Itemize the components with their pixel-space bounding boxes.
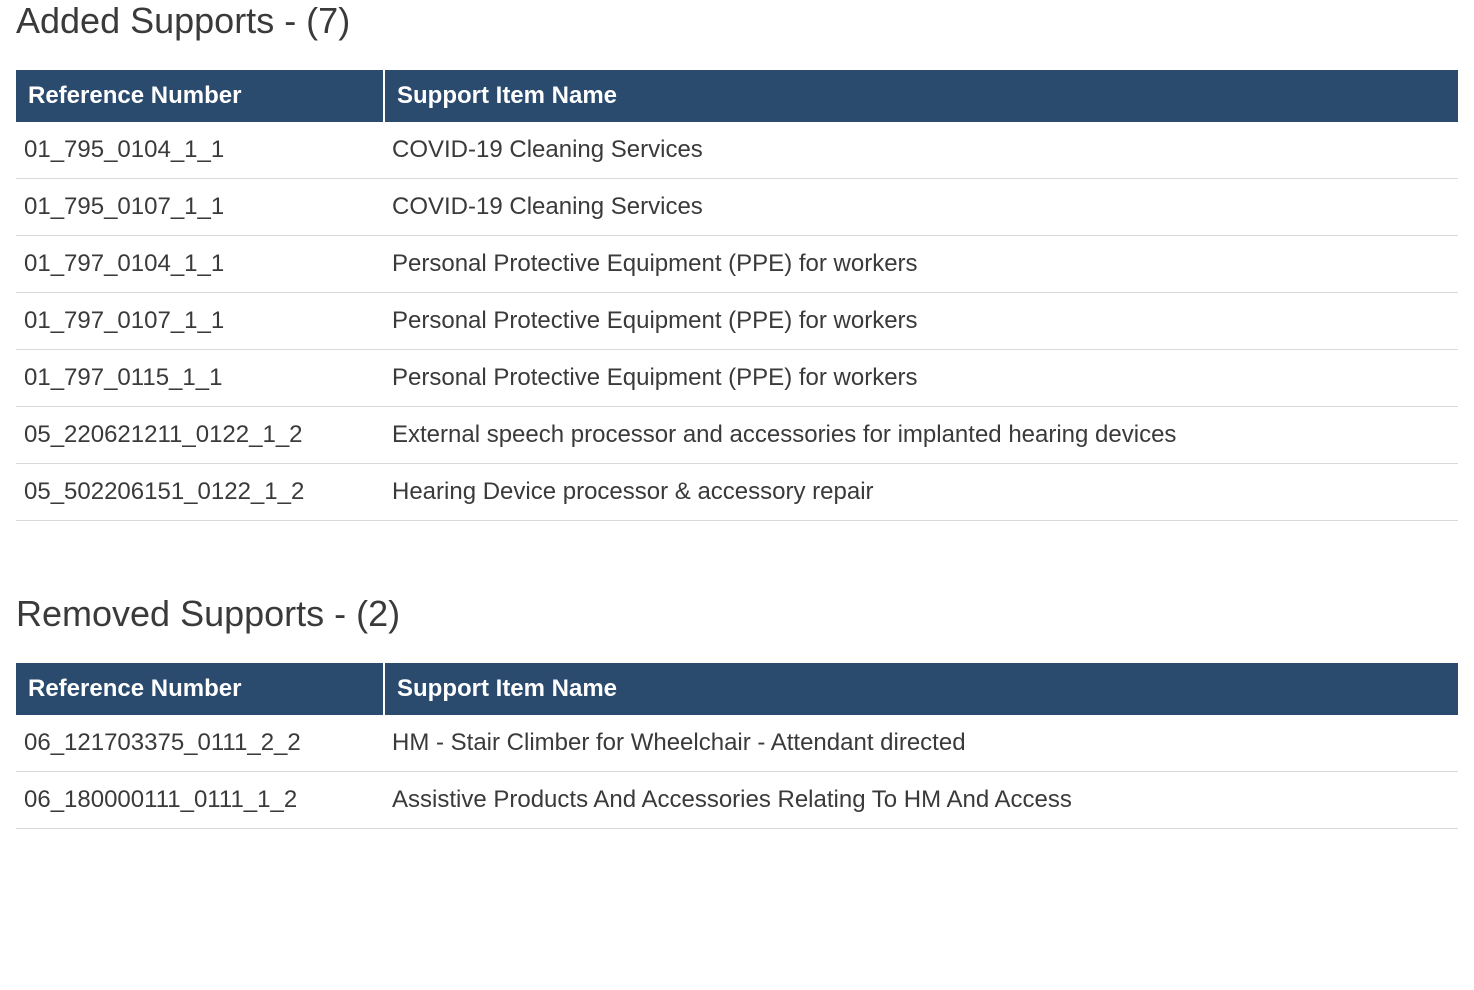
table-row: 01_795_0107_1_1 COVID-19 Cleaning Servic… — [16, 179, 1458, 236]
table-row: 06_180000111_0111_1_2 Assistive Products… — [16, 772, 1458, 829]
cell-support-item-name: COVID-19 Cleaning Services — [384, 179, 1458, 236]
cell-support-item-name: Hearing Device processor & accessory rep… — [384, 464, 1458, 521]
table-row: 06_121703375_0111_2_2 HM - Stair Climber… — [16, 715, 1458, 772]
removed-supports-heading: Removed Supports - (2) — [16, 593, 1458, 635]
added-supports-table: Reference Number Support Item Name 01_79… — [16, 70, 1458, 521]
added-col-reference-number: Reference Number — [16, 70, 384, 122]
cell-support-item-name: Personal Protective Equipment (PPE) for … — [384, 293, 1458, 350]
cell-reference-number: 01_795_0104_1_1 — [16, 122, 384, 179]
added-col-support-item-name: Support Item Name — [384, 70, 1458, 122]
cell-reference-number: 01_797_0104_1_1 — [16, 236, 384, 293]
cell-reference-number: 05_220621211_0122_1_2 — [16, 407, 384, 464]
cell-support-item-name: Personal Protective Equipment (PPE) for … — [384, 350, 1458, 407]
table-row: 01_797_0115_1_1 Personal Protective Equi… — [16, 350, 1458, 407]
table-row: 01_797_0107_1_1 Personal Protective Equi… — [16, 293, 1458, 350]
removed-supports-table: Reference Number Support Item Name 06_12… — [16, 663, 1458, 829]
table-row: 01_795_0104_1_1 COVID-19 Cleaning Servic… — [16, 122, 1458, 179]
cell-support-item-name: HM - Stair Climber for Wheelchair - Atte… — [384, 715, 1458, 772]
table-row: 01_797_0104_1_1 Personal Protective Equi… — [16, 236, 1458, 293]
table-row: 05_502206151_0122_1_2 Hearing Device pro… — [16, 464, 1458, 521]
cell-reference-number: 01_797_0115_1_1 — [16, 350, 384, 407]
cell-reference-number: 01_795_0107_1_1 — [16, 179, 384, 236]
cell-support-item-name: COVID-19 Cleaning Services — [384, 122, 1458, 179]
added-supports-heading: Added Supports - (7) — [16, 0, 1458, 42]
cell-reference-number: 01_797_0107_1_1 — [16, 293, 384, 350]
cell-reference-number: 06_121703375_0111_2_2 — [16, 715, 384, 772]
cell-reference-number: 05_502206151_0122_1_2 — [16, 464, 384, 521]
cell-reference-number: 06_180000111_0111_1_2 — [16, 772, 384, 829]
cell-support-item-name: External speech processor and accessorie… — [384, 407, 1458, 464]
table-row: 05_220621211_0122_1_2 External speech pr… — [16, 407, 1458, 464]
removed-col-support-item-name: Support Item Name — [384, 663, 1458, 715]
cell-support-item-name: Assistive Products And Accessories Relat… — [384, 772, 1458, 829]
cell-support-item-name: Personal Protective Equipment (PPE) for … — [384, 236, 1458, 293]
removed-col-reference-number: Reference Number — [16, 663, 384, 715]
